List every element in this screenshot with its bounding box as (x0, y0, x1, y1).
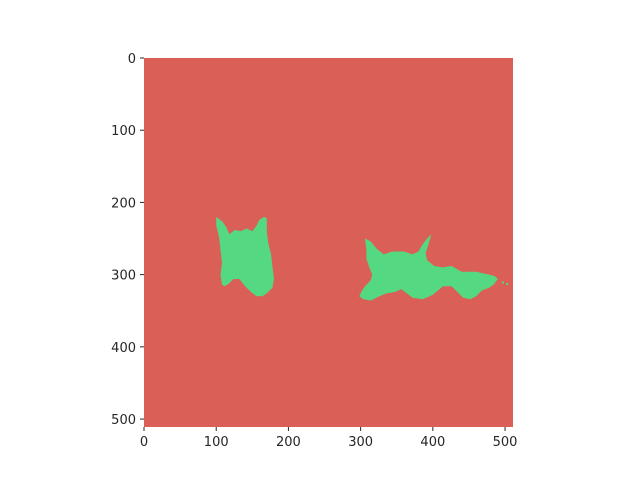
x-tick-label: 0 (140, 435, 148, 450)
x-tick-label: 300 (348, 435, 373, 450)
y-tick-label: 200 (111, 196, 136, 211)
y-tick-label: 500 (111, 413, 136, 428)
x-tick-label: 200 (276, 435, 301, 450)
axes: 0 100 200 300 400 500 0 100 200 300 400 500 (111, 52, 517, 450)
x-tick-label: 500 (493, 435, 518, 450)
heatmap-region-1 (216, 216, 274, 297)
heatmap-region-2 (359, 234, 498, 301)
plot-area (144, 58, 513, 427)
x-tick-label: 400 (420, 435, 445, 450)
y-tick-label: 0 (128, 52, 136, 67)
heatmap-speck-2 (506, 283, 509, 286)
y-tick-label: 400 (111, 341, 136, 356)
y-tick-label: 300 (111, 269, 136, 284)
heatmap-speck-1 (501, 281, 504, 284)
heatmap-background (144, 58, 513, 427)
x-tick-label: 100 (204, 435, 229, 450)
y-tick-label: 100 (111, 124, 136, 139)
